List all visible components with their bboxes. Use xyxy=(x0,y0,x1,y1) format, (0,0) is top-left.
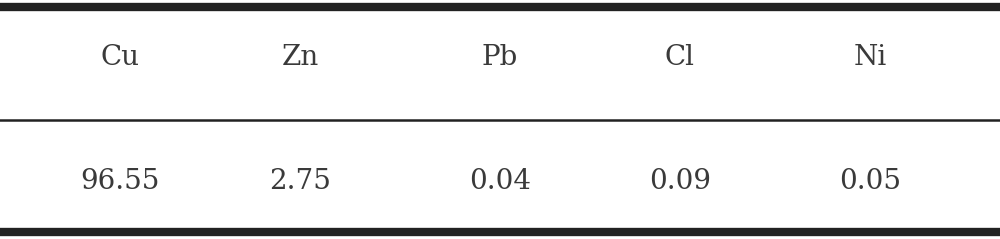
Text: Cl: Cl xyxy=(665,44,695,71)
Text: Zn: Zn xyxy=(281,44,319,71)
Text: 96.55: 96.55 xyxy=(80,168,160,195)
Text: 0.04: 0.04 xyxy=(469,168,531,195)
Text: Cu: Cu xyxy=(100,44,140,71)
Text: Ni: Ni xyxy=(853,44,887,71)
Text: 0.09: 0.09 xyxy=(649,168,711,195)
Text: 2.75: 2.75 xyxy=(269,168,331,195)
Text: Pb: Pb xyxy=(482,44,518,71)
Text: 0.05: 0.05 xyxy=(839,168,901,195)
